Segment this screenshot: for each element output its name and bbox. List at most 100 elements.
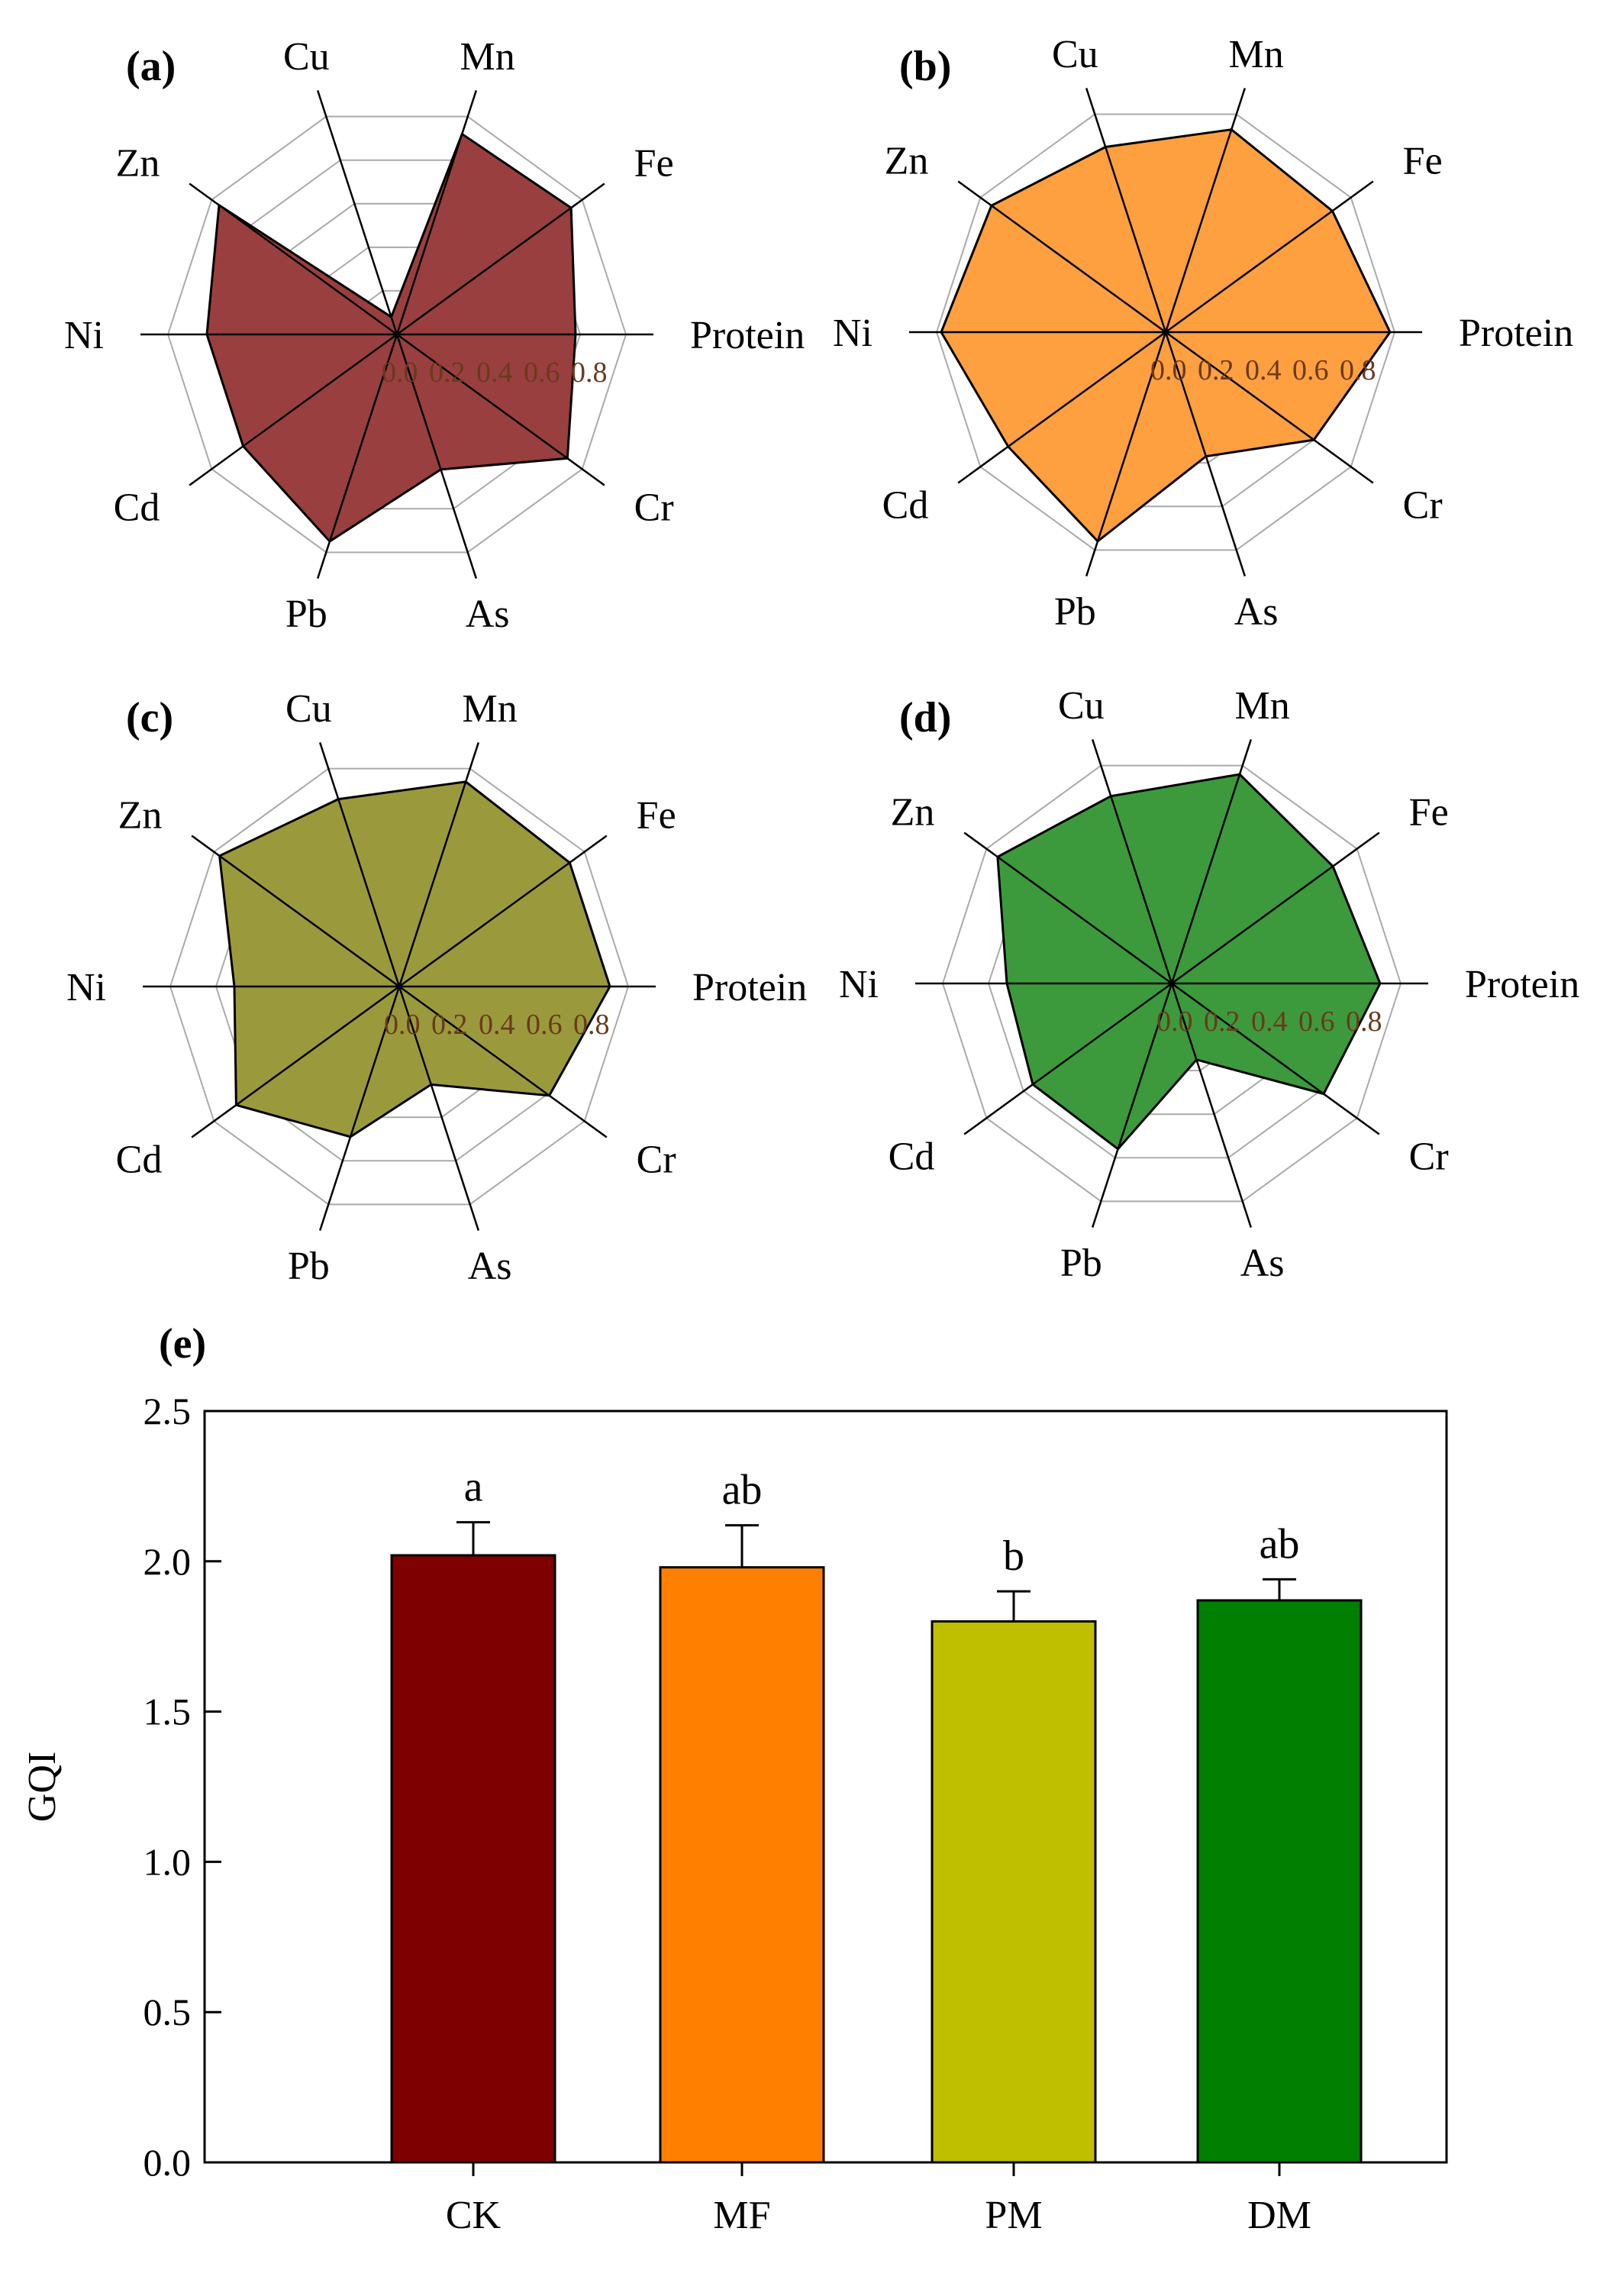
radar-ring-label: 0.8 <box>573 1009 610 1041</box>
panel-label: (b) <box>899 43 951 90</box>
radar-axis-label: Cr <box>634 486 674 530</box>
radar-chart-a: 0.0 0.2 0.4 0.6 0.8 Protein Fe Mn Cu Zn Ni Cd Pb As Cr… <box>64 35 805 636</box>
y-tick-label: 2.0 <box>144 1540 192 1583</box>
radar-axis-label: Cd <box>114 486 160 530</box>
radar-spoke <box>1091 983 1173 1228</box>
radar-ring-label: 0.8 <box>1346 1006 1382 1038</box>
radar-axis-label: Fe <box>637 793 676 837</box>
radar-axis-label: Mn <box>1235 684 1290 728</box>
radar-spoke <box>191 985 400 1138</box>
radar-chart-d: 0.0 0.2 0.4 0.6 0.8 Protein Fe Mn Cu Zn Ni Cd Pb As Cr… <box>839 684 1579 1285</box>
radar-axis-label: Cd <box>889 1135 935 1179</box>
radar-axis-label: Ni <box>64 314 104 357</box>
radar-spoke <box>398 835 608 988</box>
y-tick-label: 2.5 <box>144 1390 192 1432</box>
radar-spoke <box>1165 180 1374 334</box>
radar-spoke <box>396 182 605 336</box>
radar-ring-label: 0.2 <box>431 1009 468 1041</box>
radar-axis-label: Mn <box>460 35 515 79</box>
radar-ring-label: 0.0 <box>384 1009 421 1041</box>
radar-ring-label: 0.4 <box>1245 354 1282 386</box>
plot-frame <box>203 1410 1448 2164</box>
radar-axis-label: Zn <box>116 141 160 185</box>
radar-ring-label: 0.4 <box>479 1009 515 1041</box>
radar-spoke <box>1164 331 1247 576</box>
radar-spoke <box>1165 331 1374 484</box>
bar-chart-gqi: (e) 0.0 0.5 1.0 1.5 2.0 2.5 GQI a CK ab MF b PM ab DM <box>21 1320 1448 2237</box>
bar <box>659 1566 825 2164</box>
radar-chart-c: 0.0 0.2 0.4 0.6 0.8 Protein Fe Mn Cu Zn Ni Cd Pb As Cr… <box>66 687 807 1288</box>
radar-axis-label: Cu <box>283 35 330 79</box>
radar-spoke <box>1171 982 1380 1135</box>
radar-spoke <box>396 333 605 486</box>
radar-spoke <box>957 180 1166 334</box>
radar-ring-label: 0.4 <box>1251 1006 1288 1038</box>
radar-ring-label: 0.0 <box>1156 1006 1193 1038</box>
radar-axis-label: Fe <box>1409 790 1449 834</box>
radar-axis-label: Cr <box>1409 1135 1449 1179</box>
radar-data-area <box>218 780 611 1138</box>
radar-axis-label: Ni <box>833 312 873 355</box>
radar-spoke <box>395 90 478 335</box>
radar-chart-b: 0.0 0.2 0.4 0.6 0.8 Protein Fe Mn Cu Zn Ni Cd Pb As Cr… <box>833 33 1573 634</box>
y-tick-label: 1.0 <box>144 1840 192 1883</box>
radar-axis-label: As <box>1234 590 1279 634</box>
radar-data-area <box>940 128 1392 543</box>
radar-axis-label: Pb <box>285 593 327 636</box>
radar-spoke <box>1171 832 1380 985</box>
radar-spoke <box>398 985 608 1138</box>
x-tick-label: MF <box>713 2194 770 2237</box>
bar <box>390 1554 556 2164</box>
radar-axis-label: As <box>468 1245 512 1288</box>
radar-spoke <box>1085 88 1167 333</box>
radar-ring-label: 0.6 <box>1292 354 1329 386</box>
radar-ring-label: 0.0 <box>1150 354 1187 386</box>
radar-spoke <box>189 333 398 486</box>
radar-spoke <box>957 331 1166 484</box>
radar-axis-label: Mn <box>1229 33 1284 76</box>
radar-ring-label: 0.2 <box>429 357 466 389</box>
radar-axis-label: Mn <box>463 687 518 731</box>
radar-spoke <box>316 334 398 579</box>
radar-spoke <box>395 334 478 579</box>
panel-label: (c) <box>126 694 173 741</box>
radar-axis-label: Cr <box>1403 484 1443 528</box>
panel-label: (a) <box>126 43 176 90</box>
radar-axis-label: Protein <box>1465 963 1579 1006</box>
radar-spoke <box>398 986 480 1231</box>
radar-ring-label: 0.6 <box>526 1009 563 1041</box>
x-tick-label: PM <box>985 2194 1042 2237</box>
radar-spoke <box>1170 983 1253 1228</box>
radar-axis-label: Ni <box>66 966 106 1009</box>
radar-axis-label: Zn <box>885 139 929 182</box>
radar-ring-label: 0.6 <box>524 357 560 389</box>
radar-axis-label: Cu <box>285 687 332 731</box>
radar-axis-label: Protein <box>1459 312 1573 355</box>
radar-axis-label: Pb <box>1060 1242 1102 1285</box>
radar-ring-label: 0.2 <box>1198 354 1234 386</box>
radar-axis-label: Cu <box>1058 684 1105 728</box>
radar-spoke <box>963 832 1172 985</box>
radar-spoke <box>1085 331 1167 576</box>
radar-axis-label: Cr <box>637 1138 676 1182</box>
radar-spoke <box>398 742 480 987</box>
radar-axis-label: As <box>466 593 510 636</box>
significance-label: a <box>464 1464 483 1511</box>
radar-ring-label: 0.8 <box>1340 354 1376 386</box>
radar-spoke <box>316 90 398 335</box>
x-tick-label: CK <box>446 2194 502 2237</box>
radar-axis-label: Fe <box>634 141 674 185</box>
bar <box>931 1620 1097 2164</box>
radar-spoke <box>1170 739 1253 984</box>
radar-axis-label: Pb <box>288 1245 330 1288</box>
radar-ring-label: 0.6 <box>1298 1006 1335 1038</box>
radar-axis-label: Ni <box>839 963 879 1006</box>
radar-axis-label: Protein <box>692 966 807 1009</box>
radar-spoke <box>318 742 401 987</box>
radar-axis-label: Zn <box>118 793 163 837</box>
radar-ring-label: 0.2 <box>1204 1006 1240 1038</box>
significance-label: ab <box>1260 1520 1300 1568</box>
panel-label: (e) <box>159 1320 206 1368</box>
significance-label: b <box>1003 1532 1024 1580</box>
